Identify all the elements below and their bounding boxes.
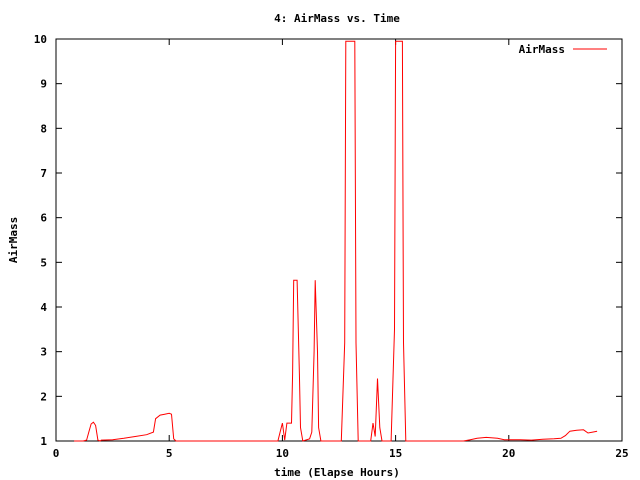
y-tick-label: 6 [40,212,47,225]
chart-title: 4: AirMass vs. Time [274,12,400,25]
x-tick-label: 10 [276,447,289,460]
y-tick-label: 5 [40,256,47,269]
y-axis-label: AirMass [7,217,20,263]
y-tick-label: 9 [40,78,47,91]
legend-label: AirMass [519,43,565,56]
y-tick-label: 7 [40,167,47,180]
x-tick-label: 0 [53,447,60,460]
y-tick-label: 1 [40,435,47,448]
x-tick-label: 20 [502,447,515,460]
y-tick-label: 10 [34,33,47,46]
x-axis-label: time (Elapse Hours) [274,466,400,479]
y-tick-label: 3 [40,346,47,359]
legend: AirMass [519,43,607,56]
x-tick-label: 5 [166,447,173,460]
series-layer [74,40,598,442]
y-tick-label: 8 [40,122,47,135]
y-tick-label: 2 [40,390,47,403]
series-line-0 [74,40,598,442]
y-tick-label: 4 [40,301,47,314]
x-tick-label: 25 [615,447,628,460]
x-tick-label: 15 [389,447,402,460]
plot-frame [55,38,623,442]
axis-ticks: 0 5 10 15 20 25 1 2 3 4 5 6 7 8 9 10 [34,33,629,460]
